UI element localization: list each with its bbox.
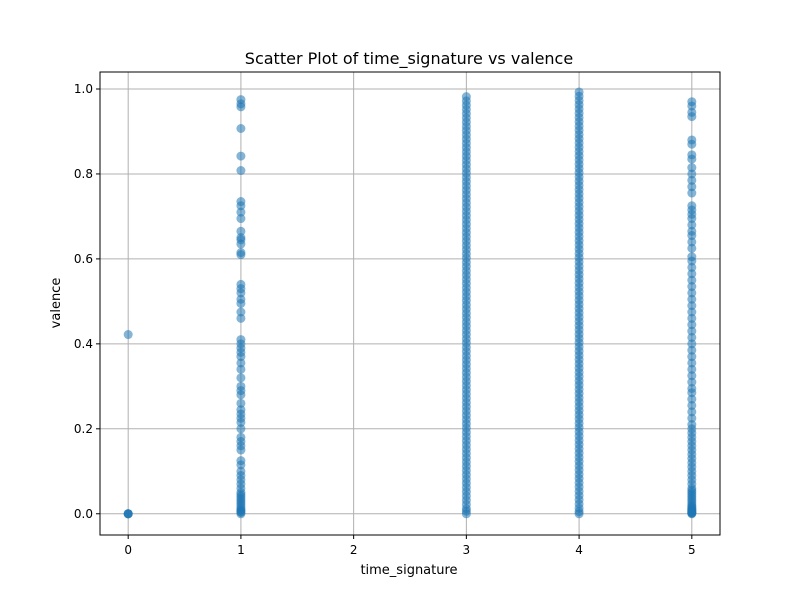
y-tick-label: 1.0 bbox=[74, 82, 93, 96]
y-tick-label: 0.2 bbox=[74, 422, 93, 436]
scatter-point bbox=[236, 424, 246, 434]
scatter-point bbox=[687, 175, 697, 185]
x-tick-label: 1 bbox=[237, 543, 245, 557]
scatter-point bbox=[236, 445, 246, 455]
scatter-point bbox=[687, 101, 697, 111]
scatter-point bbox=[687, 400, 697, 410]
x-tick-label: 5 bbox=[688, 543, 696, 557]
scatter-point bbox=[687, 307, 697, 317]
data-points bbox=[123, 87, 697, 519]
x-tick-label: 4 bbox=[575, 543, 583, 557]
scatter-point bbox=[236, 250, 246, 260]
scatter-point bbox=[687, 231, 697, 241]
scatter-point bbox=[687, 407, 697, 417]
scatter-point bbox=[687, 326, 697, 336]
chart-title: Scatter Plot of time_signature vs valenc… bbox=[245, 49, 573, 69]
y-axis-ticks: 0.0 0.2 0.4 0.6 0.8 1.0 bbox=[74, 82, 100, 521]
scatter-point bbox=[236, 390, 246, 400]
scatter-point bbox=[236, 299, 246, 308]
y-tick-label: 0.6 bbox=[74, 252, 93, 266]
scatter-point bbox=[236, 313, 246, 323]
scatter-point bbox=[687, 413, 697, 423]
scatter-point bbox=[687, 364, 697, 374]
scatter-point bbox=[236, 239, 246, 249]
scatter-point bbox=[236, 166, 246, 176]
plot-area-frame bbox=[99, 71, 721, 536]
scatter-point bbox=[236, 214, 246, 224]
scatter-point bbox=[236, 307, 246, 317]
scatter-point bbox=[236, 509, 246, 519]
scatter-point bbox=[236, 201, 246, 211]
scatter-point bbox=[236, 151, 246, 161]
scatter-point bbox=[687, 182, 697, 192]
scatter-point bbox=[687, 288, 697, 298]
y-tick-label: 0.0 bbox=[74, 507, 93, 521]
y-tick-label: 0.8 bbox=[74, 167, 93, 181]
scatter-point bbox=[687, 154, 697, 164]
x-tick-label: 0 bbox=[124, 543, 132, 557]
x-tick-label: 2 bbox=[350, 543, 358, 557]
scatter-point bbox=[574, 509, 584, 519]
scatter-point bbox=[687, 237, 697, 247]
y-tick-label: 0.4 bbox=[74, 337, 93, 351]
scatter-point bbox=[687, 371, 697, 381]
scatter-point bbox=[687, 188, 697, 198]
scatter-point bbox=[236, 207, 246, 217]
scatter-point bbox=[687, 163, 697, 173]
scatter-point bbox=[687, 294, 697, 304]
scatter-point bbox=[687, 320, 697, 330]
scatter-point bbox=[687, 112, 697, 122]
scatter-point bbox=[687, 345, 697, 355]
scatter-point bbox=[687, 282, 697, 292]
scatter-point bbox=[687, 313, 697, 323]
scatter-point bbox=[687, 358, 697, 368]
scatter-point bbox=[123, 330, 133, 340]
x-tick-label: 3 bbox=[463, 543, 471, 557]
x-axis-label: time_signature bbox=[360, 563, 457, 578]
scatter-point bbox=[687, 220, 697, 230]
scatter-point bbox=[687, 214, 697, 224]
scatter-point bbox=[687, 262, 697, 272]
scatter-point bbox=[236, 364, 246, 374]
x-axis-ticks: 0 1 2 3 4 5 bbox=[124, 535, 696, 557]
scatter-point bbox=[687, 509, 697, 519]
scatter-point bbox=[687, 169, 697, 179]
scatter-point bbox=[236, 398, 246, 408]
scatter-point bbox=[687, 394, 697, 404]
scatter-point bbox=[236, 288, 246, 298]
scatter-point bbox=[687, 139, 697, 149]
scatter-point bbox=[236, 358, 246, 368]
scatter-point bbox=[687, 243, 697, 253]
scatter-point bbox=[123, 509, 133, 519]
scatter-point bbox=[236, 226, 246, 236]
y-axis-label: valence bbox=[49, 278, 64, 329]
scatter-point bbox=[687, 269, 697, 279]
scatter-point bbox=[236, 102, 246, 112]
scatter-point bbox=[687, 377, 697, 387]
scatter-point bbox=[687, 256, 697, 266]
scatter-point bbox=[236, 123, 246, 133]
scatter-point bbox=[687, 275, 697, 285]
scatter-point bbox=[687, 339, 697, 349]
scatter-point bbox=[236, 417, 246, 427]
scatter-point bbox=[687, 352, 697, 362]
scatter-point bbox=[461, 509, 471, 519]
scatter-point bbox=[687, 301, 697, 311]
scatter-point bbox=[687, 332, 697, 342]
scatter-point bbox=[236, 352, 246, 362]
scatter-point bbox=[236, 460, 246, 470]
scatter-point bbox=[687, 388, 697, 398]
scatter-point bbox=[236, 373, 246, 383]
